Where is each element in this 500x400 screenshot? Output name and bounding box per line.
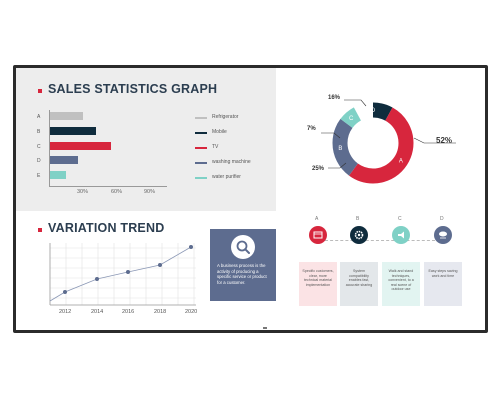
- trend-title: VARIATION TREND: [48, 221, 165, 235]
- step-text: Specific customers, clear, more technica…: [302, 269, 334, 287]
- legend-swatch: [195, 177, 207, 179]
- category-label: E: [37, 173, 41, 179]
- legend-label: TV: [212, 144, 219, 150]
- trend-point: [189, 245, 193, 249]
- step-letter: D: [440, 216, 444, 222]
- donut-leader-lines: [321, 99, 456, 169]
- category-label: A: [37, 114, 41, 120]
- donut-percent-b: 25%: [312, 166, 325, 172]
- trend-point: [95, 277, 99, 281]
- category-label: B: [37, 129, 41, 135]
- donut-percent-a: 52%: [436, 136, 453, 145]
- donut-slice: [332, 102, 414, 184]
- legend-swatch: [195, 132, 207, 134]
- legend-swatch: [195, 117, 207, 119]
- legend-swatch: [195, 147, 207, 149]
- legend-swatch: [195, 162, 207, 164]
- donut-slice-label: D: [371, 108, 376, 114]
- tick-label: 90%: [144, 189, 156, 195]
- donut-slice: [332, 102, 414, 184]
- screen: SALES STATISTICS GRAPH A B C D E 30% 60%…: [16, 68, 485, 330]
- sales-bar: [50, 127, 96, 135]
- trend-point: [63, 290, 67, 294]
- sales-bar: [50, 112, 84, 120]
- tick-label: 60%: [111, 189, 123, 195]
- legend-label: Mobile: [212, 129, 227, 135]
- donut-percent-c: 7%: [307, 126, 316, 132]
- sales-bar: [50, 156, 78, 164]
- year-label: 2016: [122, 309, 135, 315]
- title-bullet: [38, 228, 42, 232]
- sales-bar: [50, 142, 112, 150]
- step-letter: C: [398, 216, 402, 222]
- year-label: 2012: [59, 309, 72, 315]
- category-label: D: [37, 158, 41, 164]
- donut-chart: D A B C: [332, 102, 414, 184]
- axis-x: [49, 186, 167, 187]
- year-label: 2020: [185, 309, 198, 315]
- legend-label: washing machine: [212, 159, 251, 165]
- trend-point: [158, 263, 162, 267]
- year-label: 2014: [91, 309, 104, 315]
- step-card-d: Easy steps saving work and time: [424, 262, 462, 306]
- trend-point: [126, 270, 130, 274]
- info-text: A business process is the activity of pr…: [217, 263, 267, 285]
- sales-panel: SALES STATISTICS GRAPH A B C D E 30% 60%…: [16, 68, 276, 211]
- info-card: A business process is the activity of pr…: [210, 229, 276, 301]
- trend-chart: [49, 243, 196, 306]
- step-card-c: Walk and stand techniques, convenient, t…: [382, 262, 420, 306]
- step-letter: B: [356, 216, 360, 222]
- step-letter: A: [315, 216, 319, 222]
- legend-label: water purifier: [212, 174, 241, 180]
- title-bullet: [38, 89, 42, 93]
- step-card-b: System compatibility enables fast, accur…: [340, 262, 378, 306]
- donut-slice-label: A: [399, 159, 403, 165]
- donut-slice-label: B: [338, 146, 342, 152]
- tick-label: 30%: [77, 189, 89, 195]
- step-text: Easy steps saving work and time: [428, 269, 458, 278]
- step-text: System compatibility enables fast, accur…: [345, 269, 373, 287]
- step-connector: [325, 240, 435, 241]
- step-text: Walk and stand techniques, convenient, t…: [388, 269, 414, 292]
- cloud-icon: [434, 226, 452, 244]
- megaphone-icon: [392, 226, 410, 244]
- category-label: C: [37, 144, 41, 150]
- gear-icon: [350, 226, 368, 244]
- donut-percent-d: 16%: [328, 95, 341, 101]
- brand-logo: [263, 327, 267, 329]
- sales-title: SALES STATISTICS GRAPH: [48, 82, 218, 96]
- search-icon: [231, 235, 255, 259]
- step-card-a: Specific customers, clear, more technica…: [299, 262, 337, 306]
- donut-slice: [332, 102, 414, 184]
- legend-label: Refrigerator: [212, 114, 239, 120]
- donut-slice-label: C: [349, 116, 354, 122]
- year-label: 2018: [154, 309, 167, 315]
- axis-y: [49, 110, 50, 187]
- calendar-icon: [309, 226, 327, 244]
- sales-bar: [50, 171, 66, 179]
